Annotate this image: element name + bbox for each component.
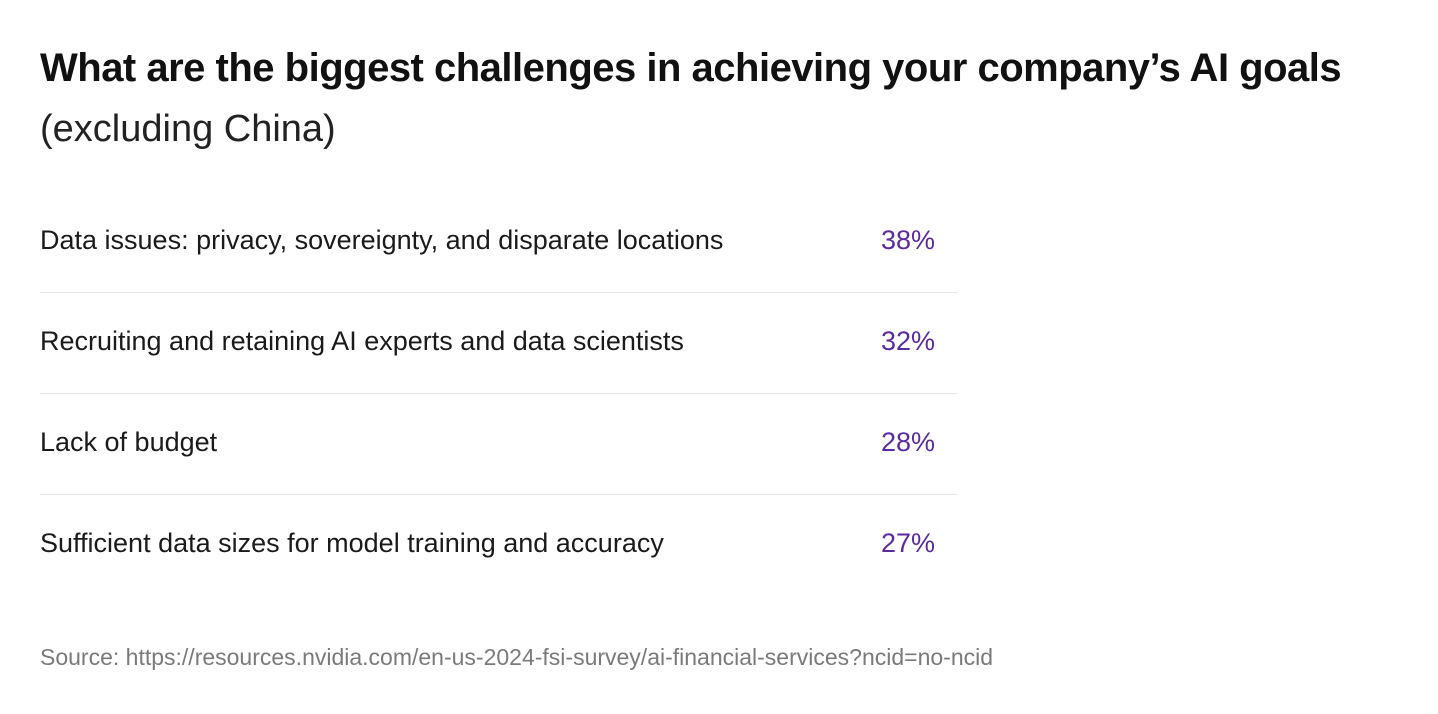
source-note: Source: https://resources.nvidia.com/en-… [40, 644, 994, 670]
challenge-percent: 38% [880, 225, 935, 255]
challenge-percent: 28% [880, 427, 935, 457]
challenge-label: Recruiting and retaining AI experts and … [40, 326, 684, 356]
table-row: Sufficient data sizes for model training… [40, 495, 958, 596]
challenge-percent: 32% [880, 326, 935, 356]
challenge-label: Sufficient data sizes for model training… [40, 528, 664, 558]
chart-subtitle: (excluding China) [40, 108, 336, 150]
table-row: Data issues: privacy, sovereignty, and d… [40, 192, 958, 293]
challenge-label: Lack of budget [40, 427, 218, 457]
challenge-percent: 27% [880, 528, 935, 558]
challenge-label: Data issues: privacy, sovereignty, and d… [40, 225, 724, 255]
table-row: Recruiting and retaining AI experts and … [40, 293, 958, 394]
chart-title: What are the biggest challenges in achie… [40, 46, 1342, 90]
table-row: Lack of budget 28% [40, 394, 958, 495]
challenges-table: Data issues: privacy, sovereignty, and d… [40, 192, 958, 596]
